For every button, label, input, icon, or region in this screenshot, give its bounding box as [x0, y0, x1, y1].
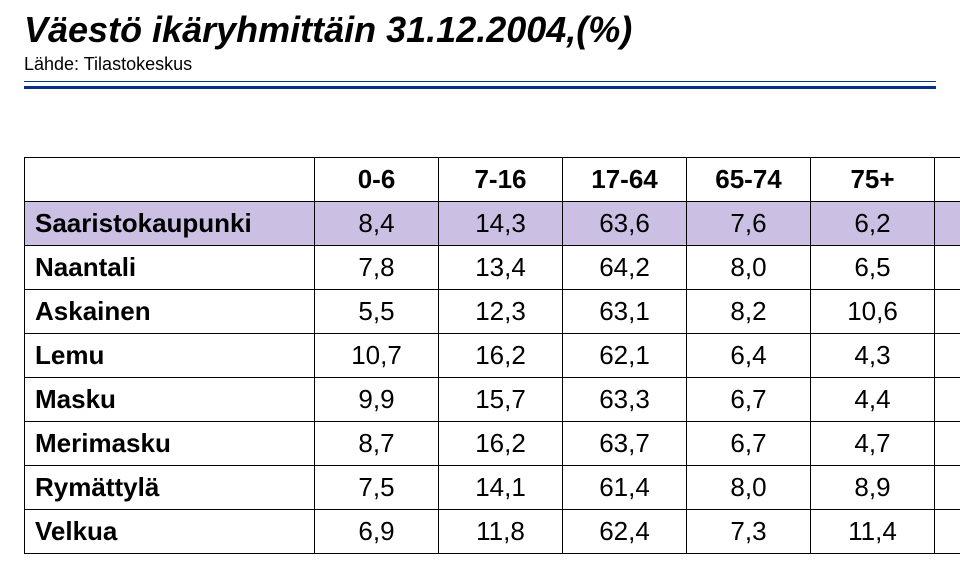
row-label: Masku: [25, 377, 315, 421]
cell-value: 14,3: [439, 201, 563, 245]
col-header: 65-74: [687, 157, 811, 201]
row-label: Rymättylä: [25, 465, 315, 509]
table-row: Rymättylä7,514,161,48,08,9100: [25, 465, 960, 509]
row-label: Naantali: [25, 245, 315, 289]
col-header: 17-64: [563, 157, 687, 201]
cell-value: 6,7: [687, 377, 811, 421]
cell-value: 7,5: [315, 465, 439, 509]
row-label: Velkua: [25, 509, 315, 553]
cell-value: 100: [935, 509, 960, 553]
row-label: Lemu: [25, 333, 315, 377]
cell-value: 8,4: [315, 201, 439, 245]
cell-value: 13,4: [439, 245, 563, 289]
cell-value: 11,4: [811, 509, 935, 553]
cell-value: 12,3: [439, 289, 563, 333]
row-label: Saaristokaupunki: [25, 201, 315, 245]
cell-value: 6,7: [687, 421, 811, 465]
cell-value: 63,6: [563, 201, 687, 245]
cell-value: 62,1: [563, 333, 687, 377]
cell-value: 100: [935, 465, 960, 509]
cell-value: 4,3: [811, 333, 935, 377]
cell-value: 6,4: [687, 333, 811, 377]
cell-value: 8,7: [315, 421, 439, 465]
cell-value: 63,1: [563, 289, 687, 333]
table-row: Saaristokaupunki8,414,363,67,66,2100: [25, 201, 960, 245]
table-row: Naantali7,813,464,28,06,5100: [25, 245, 960, 289]
title-rule: [24, 81, 936, 89]
cell-value: 14,1: [439, 465, 563, 509]
cell-value: 100: [935, 377, 960, 421]
cell-value: 100: [935, 333, 960, 377]
cell-value: 8,0: [687, 465, 811, 509]
cell-value: 8,0: [687, 245, 811, 289]
col-header: 7-16: [439, 157, 563, 201]
cell-value: 4,4: [811, 377, 935, 421]
cell-value: 7,6: [687, 201, 811, 245]
row-label: Merimasku: [25, 421, 315, 465]
cell-value: 16,2: [439, 421, 563, 465]
cell-value: 63,7: [563, 421, 687, 465]
cell-value: 64,2: [563, 245, 687, 289]
col-header: Yht.: [935, 157, 960, 201]
cell-value: 6,2: [811, 201, 935, 245]
cell-value: 6,9: [315, 509, 439, 553]
col-header: 0-6: [315, 157, 439, 201]
cell-value: 62,4: [563, 509, 687, 553]
table-row: Merimasku8,716,263,76,74,7100: [25, 421, 960, 465]
cell-value: 6,5: [811, 245, 935, 289]
cell-value: 16,2: [439, 333, 563, 377]
cell-value: 15,7: [439, 377, 563, 421]
table-row: Masku9,915,763,36,74,4100: [25, 377, 960, 421]
col-header: 75+: [811, 157, 935, 201]
cell-value: 11,8: [439, 509, 563, 553]
page-title: Väestö ikäryhmittäin 31.12.2004,(%): [24, 10, 936, 50]
cell-value: 100: [935, 421, 960, 465]
cell-value: 8,2: [687, 289, 811, 333]
cell-value: 100: [935, 201, 960, 245]
cell-value: 100: [935, 245, 960, 289]
cell-value: 63,3: [563, 377, 687, 421]
cell-value: 9,9: [315, 377, 439, 421]
cell-value: 5,5: [315, 289, 439, 333]
table-row: Askainen5,512,363,18,210,6100: [25, 289, 960, 333]
cell-value: 4,7: [811, 421, 935, 465]
table-header-row: 0-6 7-16 17-64 65-74 75+ Yht.: [25, 157, 960, 201]
cell-value: 61,4: [563, 465, 687, 509]
table-row: Velkua6,911,862,47,311,4100: [25, 509, 960, 553]
cell-value: 10,6: [811, 289, 935, 333]
population-table: 0-6 7-16 17-64 65-74 75+ Yht. Saaristoka…: [24, 157, 960, 554]
row-label: Askainen: [25, 289, 315, 333]
page-subtitle: Lähde: Tilastokeskus: [24, 54, 936, 75]
cell-value: 8,9: [811, 465, 935, 509]
cell-value: 10,7: [315, 333, 439, 377]
cell-value: 7,8: [315, 245, 439, 289]
cell-value: 100: [935, 289, 960, 333]
cell-value: 7,3: [687, 509, 811, 553]
col-header: [25, 157, 315, 201]
table-row: Lemu10,716,262,16,44,3100: [25, 333, 960, 377]
